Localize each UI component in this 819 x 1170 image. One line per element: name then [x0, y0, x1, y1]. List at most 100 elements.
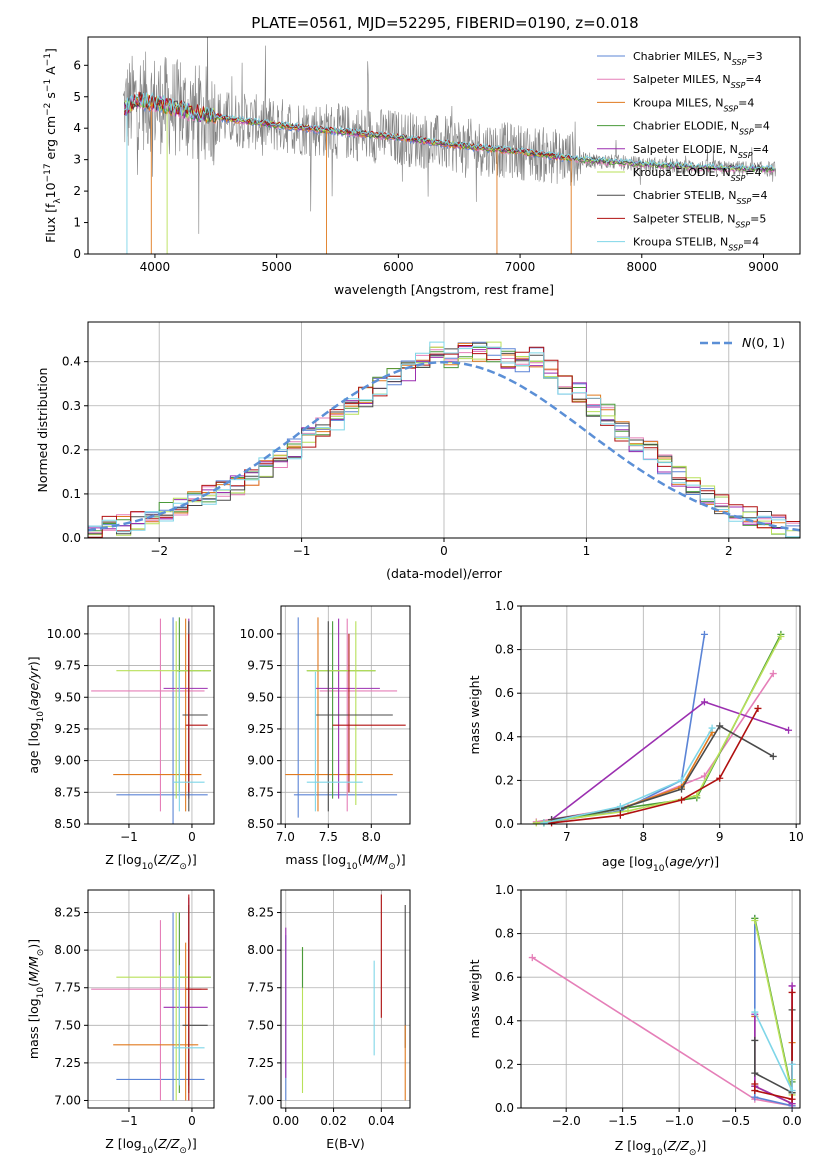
y-tick-label: 0.4	[62, 355, 81, 369]
y-tick-label: 8.25	[247, 906, 274, 920]
weight-marker	[788, 1087, 796, 1095]
x-tick-label: 0.0	[783, 1114, 802, 1128]
y-tick-label: 0.6	[495, 970, 514, 984]
x-axis-label: mass [log10(M/M⊙)]	[285, 852, 405, 872]
spectrum-panel: 4000 5000 6000 7000 8000 9000 0 1 2 3 4 5 6 Chabrier …	[43, 36, 801, 297]
y-tick-label: 9.75	[54, 659, 81, 673]
y-tick-label: 8.25	[54, 906, 81, 920]
residual-histogram-panel: −2 −1 0 1 2 0.0 0.1 0.2 0.3 0.4 N(0, 1) (data-model…	[35, 321, 801, 581]
axes-frame	[87, 36, 801, 255]
weight-line-kroupa-elodie	[536, 636, 782, 824]
x-tick-label: 7.5	[319, 830, 338, 844]
weight-line-kroupa-stelib	[543, 727, 713, 824]
y-tick-label: 0.2	[495, 773, 514, 787]
x-tick-label: 4000	[140, 260, 171, 274]
y-tick-label: 0.0	[62, 531, 81, 545]
weight-marker	[769, 752, 777, 760]
y-axis-label: mass weight	[467, 959, 482, 1038]
y-tick-label: 9.00	[54, 754, 81, 768]
normal-curve	[88, 360, 800, 532]
y-tick-label: 8.00	[247, 943, 274, 957]
x-tick-label: 8	[639, 830, 647, 844]
y-axis-label: age [log10(age/yr)]	[26, 656, 46, 773]
axes-frame	[520, 605, 801, 825]
legend-label: Kroupa MILES, NSSP=4	[633, 96, 754, 113]
x-tick-label: 5000	[261, 260, 292, 274]
y-tick-label: 10.00	[47, 627, 81, 641]
weight-marker	[708, 724, 716, 732]
x-tick-label: 0	[440, 544, 448, 558]
weight-marker	[751, 1087, 759, 1095]
y-axis-label: Normed distribution	[35, 368, 50, 493]
axes-frame	[87, 321, 801, 539]
weight-marker	[788, 1095, 796, 1103]
x-tick-label: −1	[120, 1114, 138, 1128]
y-tick-label: 7.50	[247, 1018, 274, 1032]
weight-marker	[700, 630, 708, 638]
x-tick-label: 7000	[505, 260, 536, 274]
weight-marker	[777, 633, 785, 641]
x-tick-label: 7	[563, 830, 571, 844]
y-tick-label: 0.2	[495, 1057, 514, 1071]
x-tick-label: 0.02	[320, 1114, 347, 1128]
x-axis-label: Z [log10(Z/Z⊙)]	[105, 852, 196, 872]
x-tick-label: 0.04	[368, 1114, 395, 1128]
weight-marker	[532, 819, 540, 827]
weight-marker	[751, 1008, 759, 1016]
y-tick-label: 0.0	[495, 1101, 514, 1115]
x-tick-label: 2	[725, 544, 733, 558]
y-tick-label: 1.0	[495, 599, 514, 613]
spectrum-plot-area	[123, 37, 776, 254]
y-tick-label: 5	[73, 90, 81, 104]
y-tick-label: 0.4	[495, 730, 514, 744]
legend-label: Salpeter MILES, NSSP=4	[633, 73, 762, 90]
x-tick-label: 0.00	[272, 1114, 299, 1128]
x-tick-label: 0	[188, 1114, 196, 1128]
y-tick-label: 0.8	[495, 643, 514, 657]
weight-marker	[754, 704, 762, 712]
weight-marker	[693, 792, 701, 800]
y-tick-label: 7.75	[54, 981, 81, 995]
x-tick-label: 6000	[383, 260, 414, 274]
y-tick-label: 10.00	[240, 627, 274, 641]
y-tick-label: 7.75	[247, 981, 274, 995]
y-axis-label: mass weight	[467, 675, 482, 754]
legend-label: N(0, 1)	[742, 335, 785, 350]
x-tick-label: 9000	[748, 260, 779, 274]
x-axis-label: Z [log10(Z/Z⊙)]	[105, 1136, 196, 1156]
y-tick-label: 4	[73, 121, 81, 135]
x-tick-label: −1	[120, 830, 138, 844]
axes-frame	[87, 605, 215, 825]
mass-vs-metallicity-panel: −1 0 7.00 7.25 7.50 7.75 8.00 8.25 Z [log10(Z/Z⊙…	[26, 889, 215, 1156]
y-tick-label: 0.3	[62, 399, 81, 413]
y-tick-label: 8.75	[54, 785, 81, 799]
x-tick-label: 8.0	[362, 830, 381, 844]
y-tick-label: 9.25	[247, 722, 274, 736]
y-tick-label: 7.00	[247, 1093, 274, 1107]
y-tick-label: 9.25	[54, 722, 81, 736]
axes-frame	[520, 889, 801, 1109]
legend-label: Kroupa STELIB, NSSP=4	[633, 236, 759, 253]
legend-label: Chabrier STELIB, NSSP=4	[633, 189, 767, 206]
weight-marker	[678, 776, 686, 784]
histogram-step-chabrier-elodie	[88, 346, 800, 538]
weight-line-salpeter-miles	[536, 673, 774, 823]
legend-label: Salpeter ELODIE, NSSP=4	[633, 143, 769, 160]
x-tick-label: −1.5	[608, 1114, 637, 1128]
x-tick-label: −2.0	[552, 1114, 581, 1128]
x-tick-label: 8000	[627, 260, 658, 274]
x-axis-label: Z [log10(Z/Z⊙)]	[615, 1138, 706, 1158]
y-tick-label: 8.75	[247, 785, 274, 799]
weight-marker	[788, 988, 796, 996]
weight-marker	[528, 954, 536, 962]
weight-marker	[678, 785, 686, 793]
y-tick-label: 7.25	[247, 1056, 274, 1070]
legend-label: Kroupa ELODIE, NSSP=4	[633, 166, 762, 183]
y-tick-label: 1	[73, 216, 81, 230]
axes-frame	[280, 605, 411, 825]
x-axis-label: age [log10(age/yr)]	[602, 854, 719, 874]
mass-weight-vs-metallicity-panel: −2.0 −1.5 −1.0 −0.5 0.0 0.0 0.2 0.4 0.6 0.8 1.0 Z […	[467, 883, 802, 1158]
y-tick-label: 8.50	[54, 817, 81, 831]
y-tick-label: 9.00	[247, 754, 274, 768]
weight-marker	[751, 1036, 759, 1044]
